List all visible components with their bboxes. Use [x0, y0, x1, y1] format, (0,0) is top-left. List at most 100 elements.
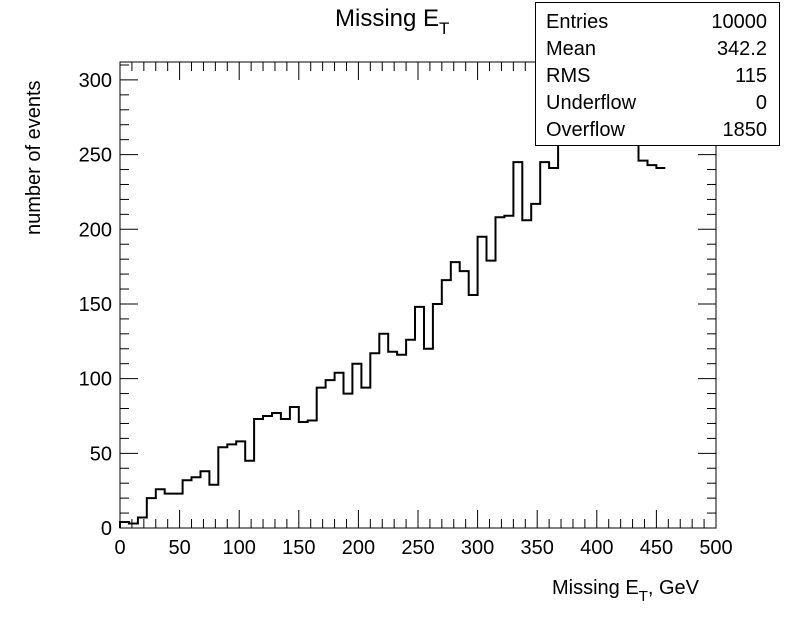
histogram-bin [656, 168, 665, 528]
y-tick-label: 150 [79, 294, 112, 316]
histogram-bin [379, 334, 388, 528]
histogram-bin [647, 165, 656, 528]
histogram-bin [630, 143, 639, 528]
histogram-bin [433, 304, 442, 528]
y-tick-label: 250 [79, 145, 112, 167]
histogram-bin [603, 110, 612, 528]
histogram-bin [156, 489, 165, 528]
histogram-bin [594, 95, 603, 528]
histogram-bin [335, 373, 344, 528]
histogram-bin [308, 420, 317, 528]
histogram-bin [388, 352, 397, 528]
stats-value: 10000 [711, 11, 767, 33]
x-tick-label: 200 [342, 537, 375, 559]
histogram-line [119, 86, 666, 528]
histogram-bin [183, 480, 192, 528]
stats-row-overflow: Overflow 1850 [546, 117, 767, 143]
histogram-bin [504, 216, 513, 528]
y-axis-tick-labels: 0 50 100 150 200 250 300 [79, 70, 112, 540]
histogram-bin [406, 340, 415, 528]
histogram-bin [200, 471, 209, 528]
stats-label: Mean [546, 38, 597, 60]
x-tick-label: 450 [640, 537, 673, 559]
histogram-bin [272, 413, 281, 528]
y-axis-label: number of events [23, 80, 45, 235]
histogram-bin [138, 518, 147, 528]
stats-label: Overflow [546, 119, 625, 141]
stats-label: Entries [546, 11, 609, 33]
histogram-bin [165, 494, 174, 528]
histogram-bin [576, 95, 585, 528]
histogram-bin [174, 494, 183, 528]
histogram-bin [290, 407, 299, 528]
histogram-bin [469, 295, 478, 528]
x-tick-label: 0 [114, 537, 125, 559]
histogram-bin [549, 168, 558, 528]
histogram-bin [361, 388, 370, 528]
stats-row-entries: Entries 10000 [546, 9, 767, 35]
x-axis-label: Missing ET, GeV [552, 577, 700, 605]
stats-row-rms: RMS 115 [546, 63, 767, 89]
histogram-bin [567, 95, 576, 528]
histogram-bin [424, 349, 433, 528]
stats-value: 1850 [722, 119, 768, 141]
histogram-bin [299, 422, 308, 528]
x-tick-label: 150 [282, 537, 315, 559]
histogram-bin [612, 117, 621, 528]
x-tick-label: 100 [223, 537, 256, 559]
x-tick-label: 400 [580, 537, 613, 559]
histogram-bin [487, 261, 496, 528]
x-tick-label: 50 [168, 537, 190, 559]
y-tick-label: 300 [79, 70, 112, 92]
histogram-bin [639, 161, 648, 528]
histogram-bin [460, 271, 469, 528]
histogram-bin [522, 220, 531, 528]
histogram-bin [245, 461, 254, 528]
histogram-bin [478, 237, 487, 528]
stats-box: Entries 10000 Mean 342.2 RMS 115 Underfl… [535, 2, 780, 146]
histogram-bin [442, 280, 451, 528]
histogram-bin [397, 355, 406, 528]
histogram-bins [120, 87, 665, 528]
histogram-bin [495, 217, 504, 528]
stats-value: 115 [735, 65, 767, 87]
stats-row-underflow: Underflow 0 [546, 90, 767, 116]
stats-label: RMS [546, 65, 591, 87]
histogram-bin [281, 419, 290, 528]
histogram-bin [344, 394, 353, 528]
histogram-bin [531, 204, 540, 528]
stats-row-mean: Mean 342.2 [546, 36, 767, 62]
histogram-bin [317, 388, 326, 528]
histogram-bin [227, 444, 236, 528]
histogram-bin [209, 485, 218, 528]
x-tick-label: 300 [461, 537, 494, 559]
histogram-bin [236, 441, 245, 528]
histogram-bin [415, 307, 424, 528]
y-tick-label: 200 [79, 219, 112, 241]
histogram-bin [263, 416, 272, 528]
histogram-bin [254, 419, 263, 528]
histogram-bin [192, 477, 201, 528]
histogram-bin [326, 380, 335, 528]
y-tick-label: 0 [101, 518, 112, 540]
histogram-bin [585, 87, 594, 528]
histogram-bin [513, 162, 522, 528]
x-tick-label: 500 [699, 537, 732, 559]
histogram-bin [451, 262, 460, 528]
histogram-bin [147, 498, 156, 528]
stats-label: Underflow [546, 92, 637, 114]
y-tick-label: 50 [90, 443, 112, 465]
stats-value: 342.2 [716, 38, 767, 60]
chart-title: Missing ET [335, 5, 449, 38]
x-axis-tick-labels: 0 50 100 150 200 250 300 350 400 450 500 [114, 537, 732, 559]
histogram-bin [352, 364, 361, 528]
histogram-bin [540, 162, 549, 528]
histogram-bin [621, 128, 630, 528]
histogram-bin [370, 353, 379, 528]
x-tick-label: 250 [401, 537, 434, 559]
histogram-bin [218, 447, 227, 528]
stats-value: 0 [755, 92, 767, 114]
histogram-bin [558, 140, 567, 528]
x-tick-label: 350 [521, 537, 554, 559]
